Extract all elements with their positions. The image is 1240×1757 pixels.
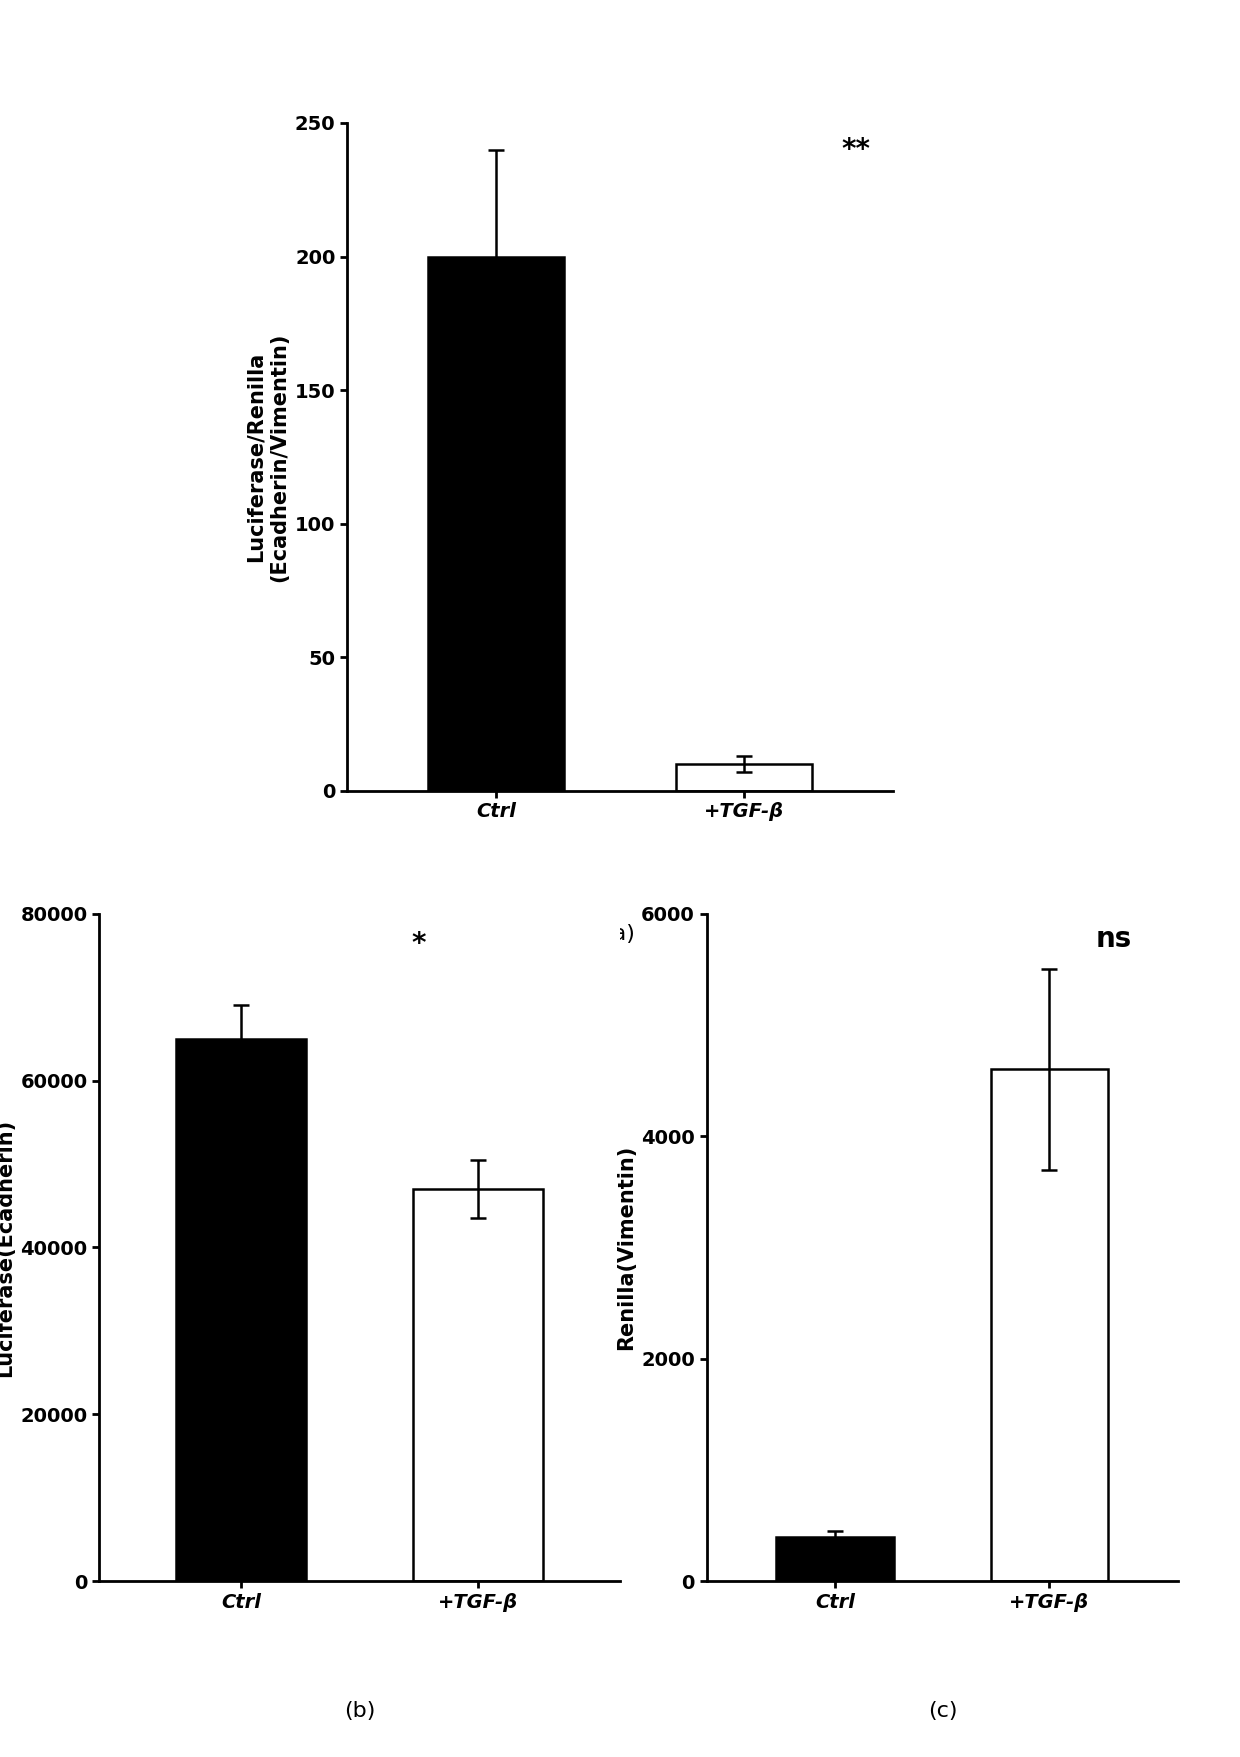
Text: **: ** <box>841 137 870 165</box>
Bar <box>413 1189 543 1581</box>
Y-axis label: Luciferase(Ecadherin): Luciferase(Ecadherin) <box>0 1119 15 1376</box>
Bar <box>676 764 812 791</box>
Bar <box>776 1537 894 1581</box>
Text: ns: ns <box>1096 924 1132 952</box>
Y-axis label: Renilla(Vimentin): Renilla(Vimentin) <box>616 1146 636 1349</box>
Bar <box>991 1070 1109 1581</box>
Y-axis label: Luciferase/Renilla
(Ecadherin/Vimentin): Luciferase/Renilla (Ecadherin/Vimentin) <box>246 332 289 582</box>
Bar <box>176 1038 306 1581</box>
Text: (c): (c) <box>928 1701 957 1722</box>
Text: (a): (a) <box>605 924 635 944</box>
Text: (b): (b) <box>343 1701 376 1722</box>
Bar <box>428 257 564 791</box>
Text: *: * <box>412 929 427 958</box>
